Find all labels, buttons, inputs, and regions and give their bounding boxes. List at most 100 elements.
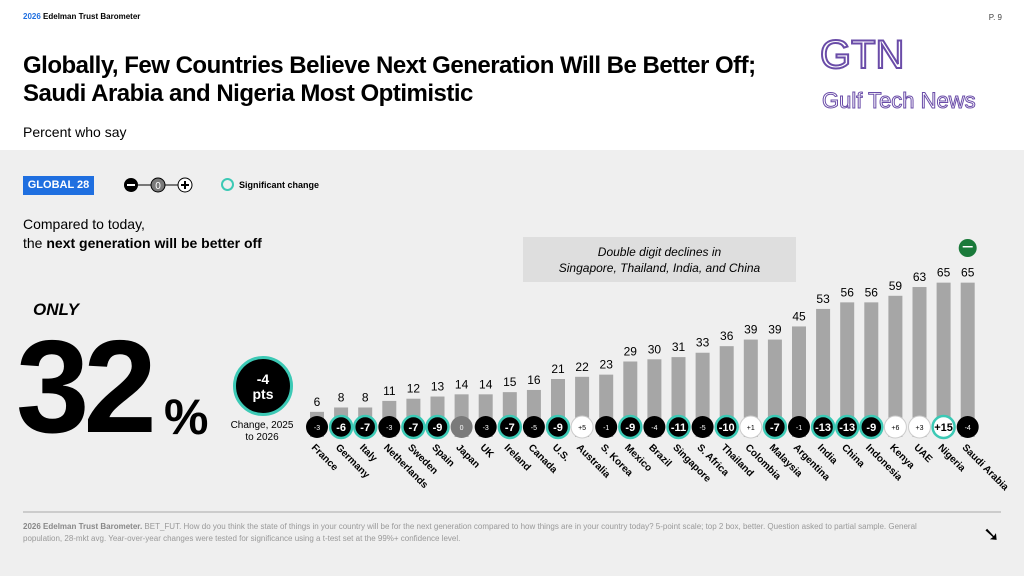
change-label: -10	[719, 422, 735, 434]
change-marker	[714, 414, 739, 440]
change-marker	[883, 415, 907, 439]
bar	[888, 295, 903, 437]
change-marker	[378, 416, 401, 438]
change-marker	[570, 415, 594, 439]
change-label: +5	[578, 425, 586, 432]
value-label: 21	[551, 362, 565, 376]
bar	[864, 302, 879, 437]
change-marker	[425, 414, 450, 440]
brand-name: Edelman Trust Barometer	[43, 12, 141, 21]
value-label: 14	[479, 377, 493, 391]
value-label: 31	[672, 340, 686, 354]
change-label: -6	[336, 422, 346, 434]
change-marker	[401, 414, 426, 440]
value-label: 14	[455, 377, 469, 391]
value-label: 59	[889, 279, 903, 293]
value-label: 56	[841, 285, 855, 299]
footnote-text: BET_FUT. How do you think the state of t…	[23, 522, 917, 543]
change-label: -13	[815, 422, 831, 434]
divider	[23, 511, 1001, 513]
question-bold: next generation will be better off	[46, 235, 262, 251]
value-label: 33	[696, 336, 710, 350]
change-marker	[545, 414, 571, 440]
change-label: -7	[770, 422, 780, 434]
value-label: 65	[937, 266, 951, 280]
bar	[912, 287, 927, 437]
question-prefix: the	[23, 235, 47, 251]
change-scale-legend: 0	[124, 177, 193, 193]
change-label: +15	[934, 422, 953, 434]
change-marker	[474, 416, 497, 438]
value-label: 16	[527, 373, 541, 387]
change-label: -3	[483, 425, 489, 432]
question-line-1: Compared to today,	[23, 216, 145, 232]
change-marker	[956, 416, 979, 438]
bar	[743, 339, 758, 437]
change-label: -7	[360, 422, 370, 434]
value-label: 39	[744, 323, 758, 337]
title-line-2: Saudi Arabia and Nigeria Most Optimistic	[23, 80, 473, 107]
change-marker	[834, 414, 860, 440]
change-marker	[691, 416, 714, 438]
change-marker	[739, 415, 763, 439]
bar	[840, 302, 855, 437]
callout-line-1: Double digit declines in	[597, 245, 722, 259]
country-label: UK	[478, 442, 497, 461]
change-label: -7	[409, 422, 419, 434]
callout-box: Double digit declines in Singapore, Thail…	[523, 237, 796, 282]
value-label: 45	[792, 309, 806, 323]
value-label: 39	[768, 323, 782, 337]
change-label: +3	[916, 425, 924, 432]
value-label: 36	[720, 329, 734, 343]
change-label: -4	[651, 425, 657, 432]
change-marker	[618, 414, 643, 440]
page-title: Globally, Few Countries Believe Next Gen…	[23, 52, 756, 108]
change-marker	[666, 414, 691, 440]
value-label: 8	[362, 390, 369, 404]
value-label: 29	[624, 344, 638, 358]
change-label: Change, 2025 to 2026	[230, 420, 294, 443]
saudi-flag-icon-detail	[962, 246, 973, 248]
change-marker	[859, 414, 884, 440]
brand: 2026 Edelman Trust Barometer	[23, 12, 140, 21]
change-label: -9	[553, 422, 563, 434]
change-label: -9	[625, 422, 635, 434]
next-arrow-icon[interactable]: ➘	[983, 524, 1000, 546]
global-change-badge: -4 pts	[233, 356, 293, 416]
global-value: 32	[16, 313, 157, 460]
footnote: 2026 Edelman Trust Barometer. BET_FUT. H…	[23, 521, 958, 545]
change-marker	[788, 416, 810, 438]
bar	[936, 282, 951, 437]
value-label: 11	[383, 384, 396, 398]
change-label: -7	[505, 422, 515, 434]
change-label: -5	[531, 425, 537, 432]
value-label: 56	[865, 285, 879, 299]
change-label: -13	[839, 422, 855, 434]
value-label: 6	[314, 395, 321, 409]
change-label: +1	[747, 425, 755, 432]
change-label: -3	[314, 425, 320, 432]
saudi-flag-icon	[958, 239, 977, 257]
bar	[767, 339, 782, 437]
change-marker	[810, 414, 836, 440]
change-marker	[643, 416, 666, 438]
zero-icon	[150, 177, 166, 193]
change-value: -4	[256, 371, 270, 387]
question-text: Compared to today, the next generation wi…	[23, 215, 262, 253]
change-label: 0	[460, 425, 464, 432]
global-28-badge: GLOBAL 28	[23, 176, 94, 195]
country-label: Japan	[453, 442, 481, 470]
subtitle: Percent who say	[23, 124, 127, 140]
value-label: 53	[816, 292, 830, 306]
change-label: -5	[699, 425, 705, 432]
value-label: 22	[575, 360, 589, 374]
change-marker	[522, 416, 545, 438]
page-number: P. 9	[988, 13, 1002, 22]
change-label: -9	[433, 422, 443, 434]
change-marker	[306, 416, 328, 438]
only-label: ONLY	[33, 300, 79, 319]
change-marker	[908, 415, 931, 439]
bar	[695, 352, 710, 437]
brand-year: 2026	[23, 12, 41, 21]
